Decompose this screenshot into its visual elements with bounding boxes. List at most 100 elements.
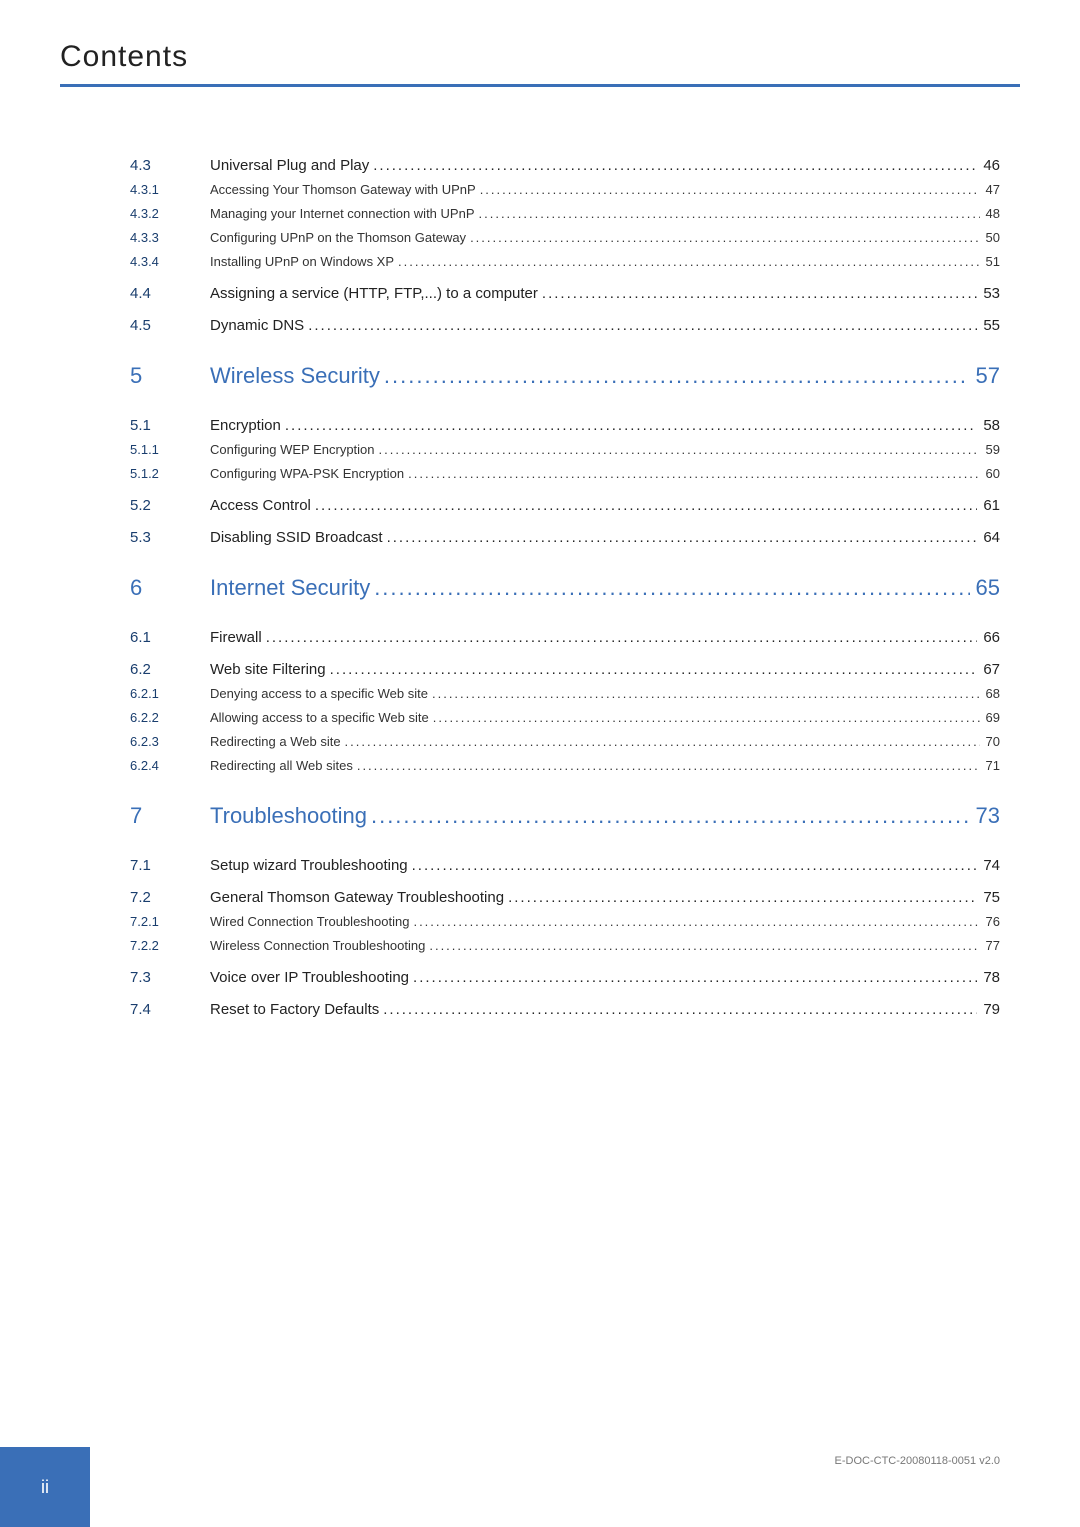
toc-page: 66 bbox=[977, 629, 1000, 646]
toc-page: 67 bbox=[977, 661, 1000, 678]
toc-number: 7.2 bbox=[130, 889, 210, 906]
toc-label: Accessing Your Thomson Gateway with UPnP bbox=[210, 182, 480, 197]
toc-page: 53 bbox=[977, 285, 1000, 302]
toc-label: Configuring UPnP on the Thomson Gateway bbox=[210, 230, 470, 245]
toc-label: Reset to Factory Defaults bbox=[210, 1001, 383, 1018]
toc-label-wrap: Allowing access to a specific Web site bbox=[210, 709, 980, 727]
toc-row: 4.3.1Accessing Your Thomson Gateway with… bbox=[130, 181, 1000, 199]
toc-row: 5.1Encryption58 bbox=[130, 417, 1000, 435]
toc-number: 4.3.4 bbox=[130, 254, 210, 269]
toc-label: Wired Connection Troubleshooting bbox=[210, 914, 413, 929]
toc-gap bbox=[130, 271, 1000, 285]
toc-gap bbox=[130, 335, 1000, 363]
page-number-band: ii bbox=[0, 1447, 90, 1527]
toc-label: Firewall bbox=[210, 629, 266, 646]
toc-page: 76 bbox=[980, 914, 1000, 929]
toc-gap bbox=[130, 875, 1000, 889]
toc-number: 7.3 bbox=[130, 969, 210, 986]
toc-label-wrap: Redirecting all Web sites bbox=[210, 757, 980, 775]
toc-label-wrap: Voice over IP Troubleshooting bbox=[210, 969, 977, 987]
toc-page: 64 bbox=[977, 529, 1000, 546]
toc-label: Configuring WPA-PSK Encryption bbox=[210, 466, 408, 481]
toc-label-wrap: Redirecting a Web site bbox=[210, 733, 980, 751]
toc-row: 4.5Dynamic DNS55 bbox=[130, 317, 1000, 335]
toc-number: 6.1 bbox=[130, 629, 210, 646]
toc-row: 6.2Web site Filtering67 bbox=[130, 661, 1000, 679]
toc-label-wrap: Firewall bbox=[210, 629, 977, 647]
toc-label-wrap: Accessing Your Thomson Gateway with UPnP bbox=[210, 181, 980, 199]
toc-label-wrap: Universal Plug and Play bbox=[210, 157, 977, 175]
toc-page: 58 bbox=[977, 417, 1000, 434]
page-title-text: Contents bbox=[60, 40, 188, 73]
toc-gap bbox=[130, 483, 1000, 497]
toc-page: 46 bbox=[977, 157, 1000, 174]
toc-gap bbox=[130, 303, 1000, 317]
toc-number: 6.2.2 bbox=[130, 710, 210, 725]
table-of-contents: 4.3Universal Plug and Play464.3.1Accessi… bbox=[130, 157, 1000, 1019]
toc-row: 5.1.2Configuring WPA-PSK Encryption60 bbox=[130, 465, 1000, 483]
toc-row: 7.2.2Wireless Connection Troubleshooting… bbox=[130, 937, 1000, 955]
toc-label-wrap: Setup wizard Troubleshooting bbox=[210, 857, 977, 875]
toc-page: 65 bbox=[970, 575, 1000, 601]
toc-label: Web site Filtering bbox=[210, 661, 330, 678]
toc-label-wrap: Managing your Internet connection with U… bbox=[210, 205, 980, 223]
toc-label-wrap: Configuring UPnP on the Thomson Gateway bbox=[210, 229, 980, 247]
doc-code: E-DOC-CTC-20080118-0051 v2.0 bbox=[835, 1455, 1000, 1467]
toc-row: 6.1Firewall 66 bbox=[130, 629, 1000, 647]
toc-page: 57 bbox=[970, 363, 1000, 389]
toc-page: 78 bbox=[977, 969, 1000, 986]
toc-page: 59 bbox=[980, 442, 1000, 457]
toc-page: 69 bbox=[980, 710, 1000, 725]
toc-row: 7.2.1Wired Connection Troubleshooting76 bbox=[130, 913, 1000, 931]
toc-label-wrap: Access Control bbox=[210, 497, 977, 515]
toc-gap bbox=[130, 547, 1000, 575]
toc-page: 50 bbox=[980, 230, 1000, 245]
toc-number: 4.4 bbox=[130, 285, 210, 302]
toc-label-wrap: Reset to Factory Defaults bbox=[210, 1001, 977, 1019]
toc-label: Disabling SSID Broadcast bbox=[210, 529, 387, 546]
toc-gap bbox=[130, 987, 1000, 1001]
toc-number: 4.3.3 bbox=[130, 230, 210, 245]
toc-label: Assigning a service (HTTP, FTP,...) to a… bbox=[210, 285, 542, 302]
toc-gap bbox=[130, 601, 1000, 629]
toc-number: 6.2.4 bbox=[130, 758, 210, 773]
toc-gap bbox=[130, 775, 1000, 803]
toc-page: 70 bbox=[980, 734, 1000, 749]
toc-number: 4.3.2 bbox=[130, 206, 210, 221]
toc-number: 5.1.1 bbox=[130, 442, 210, 457]
toc-number: 4.3.1 bbox=[130, 182, 210, 197]
toc-page: 55 bbox=[977, 317, 1000, 334]
toc-page: 68 bbox=[980, 686, 1000, 701]
toc-label-wrap: General Thomson Gateway Troubleshooting bbox=[210, 889, 977, 907]
toc-row: 6.2.4Redirecting all Web sites71 bbox=[130, 757, 1000, 775]
toc-label-wrap: Encryption bbox=[210, 417, 977, 435]
toc-label-wrap: Configuring WPA-PSK Encryption bbox=[210, 465, 980, 483]
page-title: Contents bbox=[60, 40, 1080, 74]
toc-page: 79 bbox=[977, 1001, 1000, 1018]
toc-label-wrap: Denying access to a specific Web site bbox=[210, 685, 980, 703]
toc-page: 71 bbox=[980, 758, 1000, 773]
toc-row: 6.2.1Denying access to a specific Web si… bbox=[130, 685, 1000, 703]
toc-label-wrap: Web site Filtering bbox=[210, 661, 977, 679]
toc-row: 4.3Universal Plug and Play46 bbox=[130, 157, 1000, 175]
toc-label: Setup wizard Troubleshooting bbox=[210, 857, 412, 874]
toc-row: 5.3Disabling SSID Broadcast64 bbox=[130, 529, 1000, 547]
toc-gap bbox=[130, 829, 1000, 857]
toc-label: Universal Plug and Play bbox=[210, 157, 373, 174]
toc-number: 6 bbox=[130, 575, 210, 601]
toc-row: 7.2General Thomson Gateway Troubleshooti… bbox=[130, 889, 1000, 907]
toc-number: 5 bbox=[130, 363, 210, 389]
toc-number: 7.4 bbox=[130, 1001, 210, 1018]
toc-label: Configuring WEP Encryption bbox=[210, 442, 379, 457]
toc-number: 7.1 bbox=[130, 857, 210, 874]
toc-row: 4.4Assigning a service (HTTP, FTP,...) t… bbox=[130, 285, 1000, 303]
toc-page: 74 bbox=[977, 857, 1000, 874]
toc-row: 5Wireless Security 57 bbox=[130, 363, 1000, 389]
toc-number: 7.2.2 bbox=[130, 938, 210, 953]
toc-label: Allowing access to a specific Web site bbox=[210, 710, 433, 725]
toc-row: 6Internet Security65 bbox=[130, 575, 1000, 601]
toc-gap bbox=[130, 955, 1000, 969]
toc-number: 4.5 bbox=[130, 317, 210, 334]
toc-label: Wireless Security bbox=[210, 363, 384, 388]
toc-label: Encryption bbox=[210, 417, 285, 434]
